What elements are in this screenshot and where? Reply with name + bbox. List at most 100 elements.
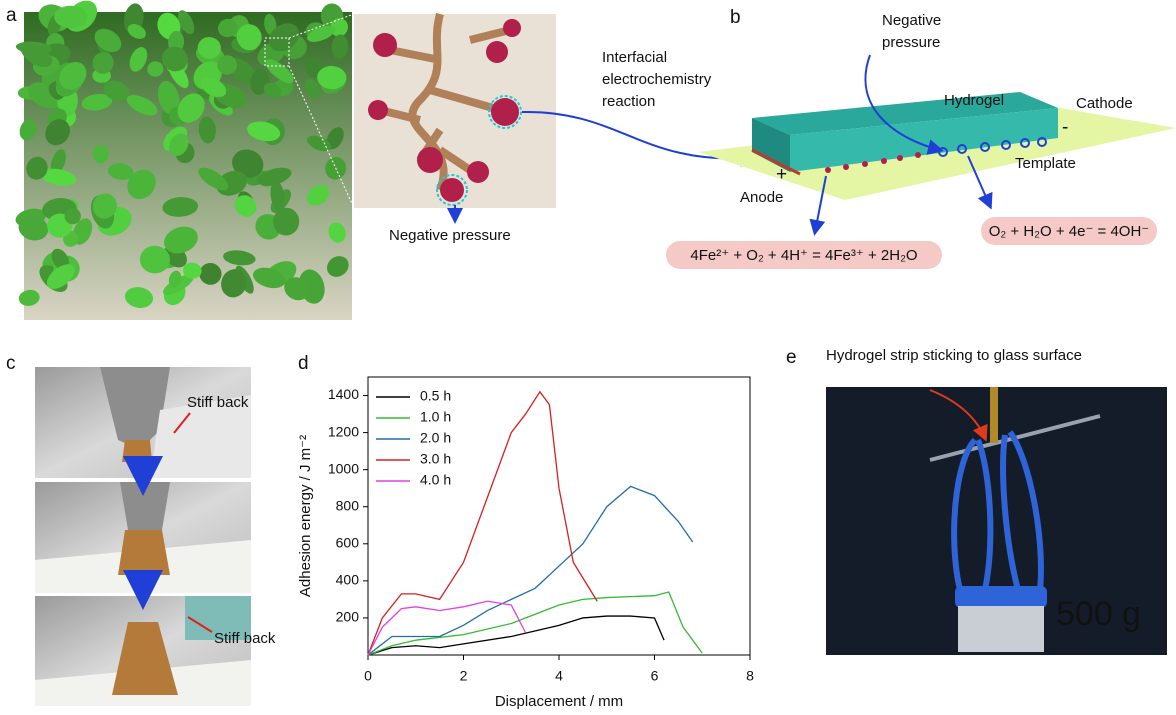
leaf: [270, 180, 285, 212]
pointer: [187, 616, 213, 633]
legend-label: 1.0 h: [420, 409, 451, 425]
x-tick-label: 2: [460, 668, 468, 684]
leaf: [306, 184, 330, 206]
leaf: [273, 207, 300, 236]
photo-series: [35, 367, 251, 706]
data-line: [367, 485, 694, 656]
highlight: [436, 174, 468, 206]
leaf: [168, 270, 182, 288]
leaf: [18, 215, 49, 241]
y-axis-label: Adhesion energy / J m⁻²: [297, 435, 314, 597]
y-tick-label: 200: [336, 609, 360, 625]
data-line: [367, 615, 665, 656]
leaf: [284, 277, 310, 301]
leaf: [307, 135, 332, 152]
leaf: [127, 169, 156, 199]
x-axis-label: Displacement / mm: [495, 693, 623, 710]
leaf: [92, 193, 117, 219]
hydrogel-strip: [990, 387, 998, 443]
y-tick-label: 1400: [328, 386, 359, 402]
leaf: [257, 167, 292, 186]
equation: 4Fe²⁺ + O₂ + 4H⁺ = 4Fe³⁺ + 2H₂O: [690, 247, 917, 264]
leaf: [217, 55, 238, 75]
leaf: [103, 80, 130, 101]
leaf: [50, 149, 66, 175]
leaf: [46, 264, 75, 289]
arrow: [809, 175, 827, 236]
legend-label: 3.0 h: [420, 451, 451, 467]
data-line: [367, 591, 703, 656]
panel-label: c: [6, 353, 16, 374]
leaf: [263, 82, 281, 99]
hydrogel-side: [752, 118, 790, 172]
weight: [958, 606, 1044, 652]
chart: 0 2 4 6 8 200 400 600 800 1000 1200 1400 Displacemen…: [297, 376, 754, 710]
leaf: [45, 119, 70, 146]
leaf: [247, 121, 281, 142]
anode-label: Anode: [740, 189, 783, 206]
leaf: [139, 245, 170, 274]
leaf: [182, 262, 202, 279]
y-tick-label: 400: [336, 572, 360, 588]
y-tick-label: 600: [336, 535, 360, 551]
zoom-box: [264, 37, 290, 67]
legend-label: 4.0 h: [420, 472, 451, 488]
leaf: [18, 289, 40, 306]
leaf: [264, 13, 277, 36]
template-label: Template: [1015, 155, 1076, 172]
leaf: [127, 23, 146, 39]
leaf: [221, 269, 247, 298]
x-tick-label: 0: [364, 668, 372, 684]
leaf: [317, 65, 347, 90]
plus-sign: +: [776, 164, 787, 185]
leaf: [265, 59, 294, 84]
leaf: [198, 167, 229, 191]
y-tick-label: 800: [336, 497, 360, 513]
leaf: [326, 127, 344, 150]
leaf: [199, 262, 222, 285]
note: Stiff back: [214, 630, 276, 647]
x-tick-label: 6: [651, 668, 659, 684]
cathode-label: Cathode: [1076, 95, 1133, 112]
leaf: [162, 197, 199, 217]
pressure-text: Negative: [882, 12, 941, 29]
leaf: [81, 93, 113, 111]
leaf: [129, 47, 148, 72]
x-tick-label: 4: [555, 668, 563, 684]
leaf: [197, 36, 221, 59]
reaction-text: electrochemistry: [602, 71, 712, 88]
leaf: [19, 119, 37, 141]
string: [951, 430, 1044, 591]
note: Stiff back: [187, 394, 249, 411]
leaf: [217, 18, 238, 38]
panel-label: a: [6, 5, 17, 26]
hydrogel-top: [752, 92, 1058, 135]
arrow: [929, 389, 988, 442]
leaf: [51, 248, 70, 270]
equation-box: [981, 217, 1157, 245]
leaf: [92, 52, 114, 74]
reaction-text: Interfacial: [602, 49, 667, 66]
leaf: [268, 23, 300, 52]
leaf: [331, 34, 349, 60]
arrow: [967, 155, 993, 210]
weight-label: 500 g: [1056, 595, 1141, 633]
panel-label: b: [730, 7, 741, 28]
leaf: [126, 95, 158, 116]
leaf: [54, 5, 88, 29]
string-loop: [955, 586, 1047, 608]
equation: O₂ + H₂O + 4e⁻ = 4OH⁻: [989, 223, 1149, 240]
legend-label: 0.5 h: [420, 388, 451, 404]
reaction-text: reaction: [602, 93, 655, 110]
anode-strip: [751, 148, 801, 176]
leaf: [200, 77, 227, 98]
callout: Negative pressure: [389, 227, 511, 244]
leaf: [59, 62, 87, 90]
panel-label: e: [786, 347, 797, 368]
leaf: [157, 80, 180, 115]
hydrogel-front: [790, 108, 1058, 172]
leaf: [20, 42, 53, 68]
leaf: [307, 25, 335, 42]
leaf: [304, 78, 320, 99]
